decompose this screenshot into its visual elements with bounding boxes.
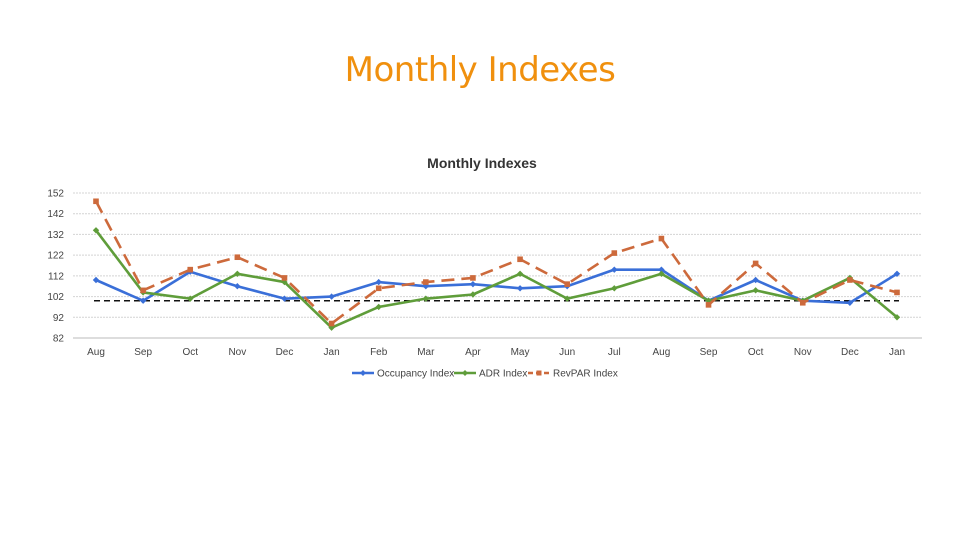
y-tick-label: 152 [47, 189, 64, 200]
legend: Occupancy Index ADR Index RevPAR Index [352, 369, 618, 380]
series-line-adr-index [94, 229, 898, 329]
data-point [281, 295, 288, 302]
data-point [375, 278, 382, 286]
x-tick-label: Oct [182, 347, 198, 358]
data-point [516, 270, 524, 277]
data-point [893, 314, 901, 321]
data-point [187, 266, 194, 273]
data-point [328, 293, 335, 300]
legend-marker [360, 370, 366, 376]
data-point [234, 254, 241, 261]
grid-lines [73, 192, 922, 339]
legend-label: Occupancy Index [377, 369, 454, 380]
chart-title: Monthly Indexes [427, 155, 537, 171]
data-point [375, 303, 382, 311]
data-point [752, 260, 759, 267]
data-point [234, 270, 241, 277]
data-point [469, 291, 477, 298]
data-point [893, 270, 901, 277]
y-tick-label: 132 [47, 230, 64, 241]
x-tick-label: Dec [276, 347, 294, 358]
data-point [92, 227, 100, 234]
data-point [799, 299, 806, 306]
y-tick-label: 122 [47, 251, 64, 262]
y-axis: 152 142 132 122 112 102 92 82 [47, 189, 64, 345]
y-tick-label: 92 [53, 313, 65, 324]
data-point [846, 299, 854, 306]
data-point [658, 235, 665, 242]
x-tick-label: Aug [87, 347, 105, 358]
series-line-revpar-index [94, 200, 898, 325]
data-point [847, 277, 853, 283]
data-point [658, 270, 665, 277]
data-point [658, 266, 665, 273]
data-point [375, 285, 382, 292]
y-tick-label: 102 [47, 292, 64, 303]
x-tick-label: Nov [228, 347, 246, 358]
data-point [564, 281, 570, 287]
data-point [234, 283, 241, 290]
x-tick-label: Sep [134, 347, 152, 358]
data-point [470, 275, 476, 281]
legend-label: RevPAR Index [553, 369, 618, 380]
data-point [705, 302, 712, 308]
data-point [752, 287, 759, 294]
data-point [752, 276, 759, 284]
y-tick-label: 82 [53, 334, 65, 345]
x-tick-label: Jan [889, 347, 905, 358]
data-point [93, 198, 99, 205]
x-axis: Aug Sep Oct Nov Dec Jan Feb Mar Apr May Jun Jul Aug S… [87, 347, 905, 358]
data-point [281, 275, 288, 281]
data-point [563, 295, 571, 302]
data-point [328, 320, 335, 327]
data-point [517, 256, 523, 263]
x-tick-label: Oct [748, 347, 764, 358]
data-point [92, 276, 100, 284]
series-group [92, 198, 901, 331]
y-tick-label: 112 [48, 271, 64, 282]
y-tick-label: 142 [47, 209, 64, 220]
series-line-occupancy-index [95, 268, 898, 305]
x-tick-label: Sep [700, 347, 718, 358]
x-tick-label: May [511, 347, 530, 358]
x-tick-label: Jan [324, 347, 340, 358]
data-point [611, 285, 618, 292]
data-point [140, 287, 146, 294]
data-point [469, 280, 477, 288]
data-point [894, 289, 900, 296]
legend-marker [462, 370, 468, 376]
x-tick-label: Feb [370, 347, 388, 358]
slide-title: Monthly Indexes [344, 50, 616, 90]
x-tick-label: Apr [465, 347, 481, 358]
data-point [611, 266, 618, 273]
x-tick-label: Aug [653, 347, 671, 358]
x-tick-label: Mar [417, 347, 435, 358]
x-tick-label: Nov [794, 347, 812, 358]
data-point [611, 250, 618, 256]
data-point [423, 279, 429, 285]
legend-marker [536, 370, 542, 376]
data-point [139, 297, 147, 304]
x-tick-label: Jul [608, 347, 621, 358]
x-tick-label: Dec [841, 347, 859, 358]
data-point [187, 295, 194, 302]
data-point [422, 295, 430, 302]
x-tick-label: Jun [559, 347, 575, 358]
legend-label: ADR Index [479, 369, 527, 380]
data-point [516, 285, 524, 292]
